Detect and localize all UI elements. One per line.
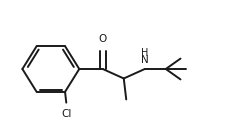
Text: Cl: Cl (61, 109, 72, 119)
Text: H: H (141, 47, 148, 58)
Text: O: O (99, 34, 107, 44)
Text: N: N (141, 55, 149, 65)
